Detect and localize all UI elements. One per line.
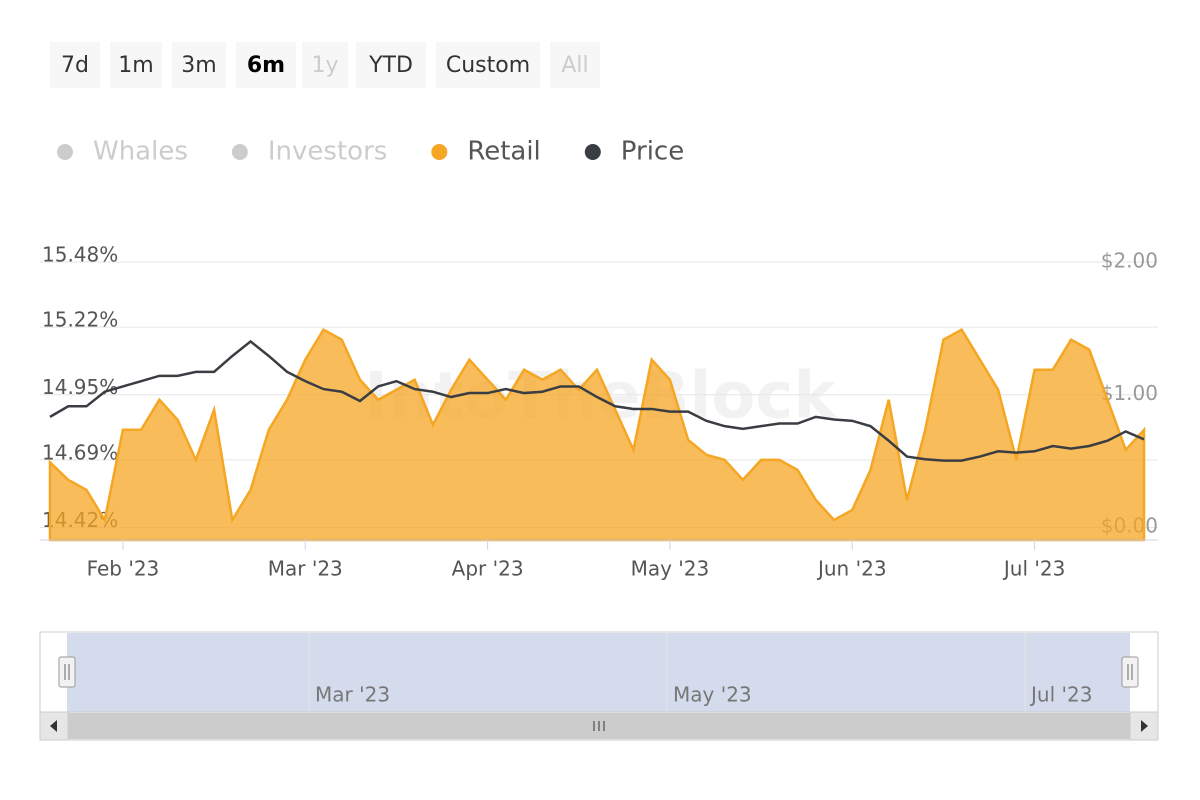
y-tick-label: 14.95% xyxy=(42,375,118,399)
y2-tick-label: $1.00 xyxy=(1101,381,1158,405)
range-button-label: 1y xyxy=(311,53,338,78)
range-button-label: 7d xyxy=(61,53,89,78)
legend-marker[interactable] xyxy=(431,144,448,160)
y-tick-label: 15.48% xyxy=(42,243,118,267)
legend-marker[interactable] xyxy=(231,144,248,160)
range-button[interactable] xyxy=(50,42,100,88)
navigator-handle-left[interactable] xyxy=(58,656,76,688)
x-tick-label: Jul '23 xyxy=(1002,557,1065,581)
area xyxy=(48,327,1146,542)
navigator-label: Jul '23 xyxy=(1029,683,1092,707)
scrollbar xyxy=(39,711,1159,741)
range-button xyxy=(550,42,600,88)
navigator-label: May '23 xyxy=(673,683,752,707)
range-button[interactable] xyxy=(110,42,162,88)
legend-label[interactable]: Whales xyxy=(93,137,188,167)
y-tick-label: 15.22% xyxy=(42,308,118,332)
range-button[interactable] xyxy=(356,42,426,88)
scroll-left-arrow xyxy=(50,720,57,732)
range-selector: 7d 1m 3m 6m 1y YTD Custom All xyxy=(50,42,600,88)
legend-label[interactable]: Price xyxy=(621,137,684,167)
legend: Whales Investors Retail Price xyxy=(57,137,684,167)
line xyxy=(49,339,1145,462)
range-button-label: 6m xyxy=(247,53,285,78)
legend-label[interactable]: Investors xyxy=(268,137,387,167)
legend-label[interactable]: Retail xyxy=(467,137,540,167)
range-button-label: 1m xyxy=(118,53,153,78)
range-button[interactable] xyxy=(236,42,296,88)
range-button-label: All xyxy=(561,53,588,78)
navigator-label: Mar '23 xyxy=(315,683,390,707)
x-tick-label: Apr '23 xyxy=(452,557,524,581)
y2-tick-label: $2.00 xyxy=(1101,249,1158,273)
x-tick-label: May '23 xyxy=(631,557,710,581)
navigator: Mar '23 May '23 Jul '23 xyxy=(39,631,1159,713)
range-button xyxy=(302,42,348,88)
navigator-mask[interactable] xyxy=(67,633,1130,712)
legend-marker[interactable] xyxy=(584,144,601,160)
plot-area: 14.42%14.69%14.95%15.22%15.48%$0.00$1.00… xyxy=(40,243,1158,581)
x-tick-label: Mar '23 xyxy=(268,557,343,581)
range-button-label: Custom xyxy=(446,53,530,78)
range-button-label: YTD xyxy=(368,53,413,78)
scroll-right-arrow xyxy=(1141,720,1148,732)
x-tick-label: Jun '23 xyxy=(816,557,887,581)
range-button-label: 3m xyxy=(181,53,216,78)
x-tick-label: Feb '23 xyxy=(87,557,160,581)
range-button[interactable] xyxy=(172,42,226,88)
range-button[interactable] xyxy=(436,42,540,88)
y-tick-label: 14.69% xyxy=(42,440,118,464)
navigator-handle-right[interactable] xyxy=(1121,656,1139,688)
legend-marker[interactable] xyxy=(57,144,73,160)
